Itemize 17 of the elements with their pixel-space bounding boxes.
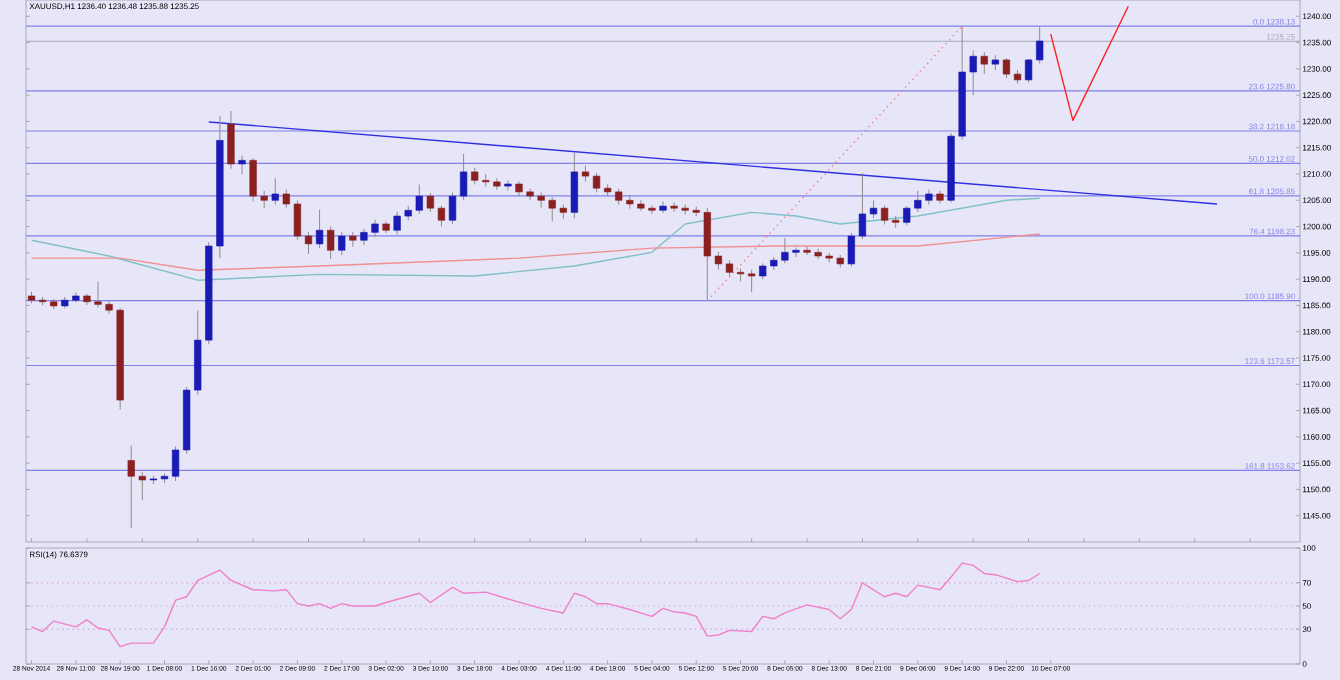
candlestick [238,155,246,175]
line-series [30,233,1041,271]
candlestick [1002,57,1011,79]
candlestick [227,110,235,170]
candlestick [338,231,346,256]
candlestick [659,200,667,214]
line-series [30,562,1041,648]
candlestick [327,226,335,260]
line-series [30,197,1041,281]
candlestick [459,153,468,201]
candlestick [271,177,279,205]
candlestick [448,191,457,225]
candlestick [504,179,512,191]
candlestick [315,209,324,249]
candlestick [980,51,988,75]
candlestick [570,152,578,219]
candlestick [304,231,313,255]
